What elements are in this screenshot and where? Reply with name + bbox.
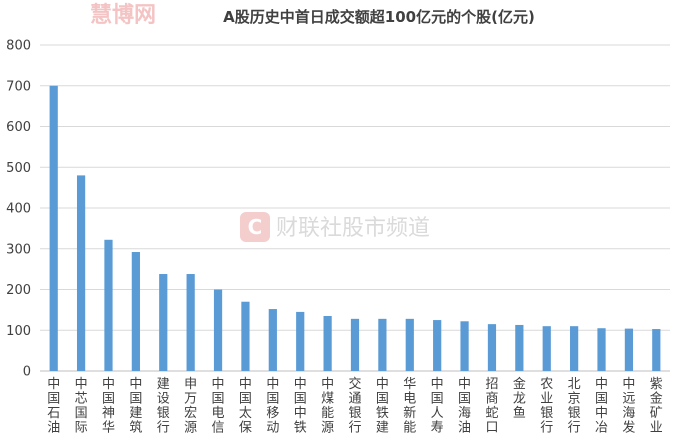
watermark-layer: 慧博网 C 财联社股市频道	[90, 2, 430, 242]
bar	[378, 318, 387, 371]
bar	[542, 326, 551, 371]
y-tick-label: 600	[6, 120, 31, 135]
x-tick-label: 招商蛇口	[485, 377, 498, 436]
bar	[350, 318, 360, 371]
x-tick-label: 北京银行	[568, 377, 581, 436]
y-axis-ticks: 0 100 200 300 400 500 600 700 800	[6, 39, 31, 380]
x-tick-label: 中芯国际	[75, 377, 88, 436]
x-tick-label: 中国神华	[102, 377, 115, 436]
x-tick-label: 中远海发	[622, 377, 635, 436]
bar	[49, 85, 58, 371]
y-tick-label: 300	[6, 242, 31, 257]
x-tick-label: 中国太保	[239, 377, 252, 436]
x-tick-label: 申万宏源	[184, 377, 197, 436]
y-tick-label: 200	[6, 283, 31, 298]
x-tick-label: 中国电信	[212, 377, 225, 436]
bar	[213, 289, 223, 371]
bar	[159, 274, 168, 371]
bar	[296, 311, 305, 371]
bar	[460, 321, 469, 371]
y-tick-label: 0	[23, 365, 31, 380]
bar	[405, 318, 414, 371]
bar	[597, 328, 606, 371]
x-tick-label: 农业银行	[540, 377, 553, 436]
watermark-top-left: 慧博网	[90, 2, 156, 28]
bar	[570, 326, 579, 371]
bar	[186, 274, 195, 371]
x-tick-label: 中国铁建	[376, 377, 389, 436]
bar	[268, 309, 277, 371]
x-tick-label: 交通银行	[348, 376, 361, 436]
bar	[624, 328, 634, 371]
x-tick-label: 华电新能	[403, 377, 416, 436]
y-tick-label: 700	[6, 79, 31, 94]
x-tick-label: 中国建筑	[129, 377, 142, 436]
x-tick-label: 紫金矿业	[650, 377, 663, 436]
x-tick-label: 金龙鱼	[513, 376, 526, 421]
bar	[241, 301, 250, 371]
bars	[49, 85, 661, 371]
y-tick-label: 800	[6, 39, 31, 54]
bar	[487, 324, 497, 371]
x-tick-label: 中国移动	[266, 377, 279, 436]
x-tick-label: 中国中冶	[595, 377, 608, 436]
x-tick-label: 中国人寿	[431, 377, 444, 436]
bar	[433, 320, 442, 371]
x-tick-label: 建设银行	[157, 377, 170, 436]
x-tick-label: 中国石油	[47, 377, 60, 436]
bar	[131, 252, 140, 371]
y-tick-label: 100	[6, 324, 31, 339]
y-tick-label: 400	[6, 202, 31, 217]
bar	[104, 239, 113, 371]
x-axis-ticks: 中国石油 中芯国际 中国神华 中国建筑 建设银行 申万宏源 中国电信 中国太保 中国移动 中国中铁…	[47, 376, 663, 436]
watermark-logo-icon	[240, 212, 270, 242]
x-tick-label: 中煤能源	[321, 377, 334, 436]
watermark-center: C 财联社股市频道	[240, 212, 430, 242]
bar	[76, 175, 86, 371]
bar	[323, 315, 332, 371]
x-tick-label: 中国中铁	[294, 377, 307, 436]
chart-title: A股历史中首日成交额超100亿元的个股(亿元)	[223, 8, 535, 26]
watermark-center-text: 财联社股市频道	[276, 216, 430, 241]
x-tick-label: 中国海油	[458, 377, 471, 436]
watermark-logo-letter: C	[248, 215, 263, 239]
bar	[652, 329, 661, 371]
bar	[515, 324, 524, 371]
y-tick-label: 500	[6, 161, 31, 176]
